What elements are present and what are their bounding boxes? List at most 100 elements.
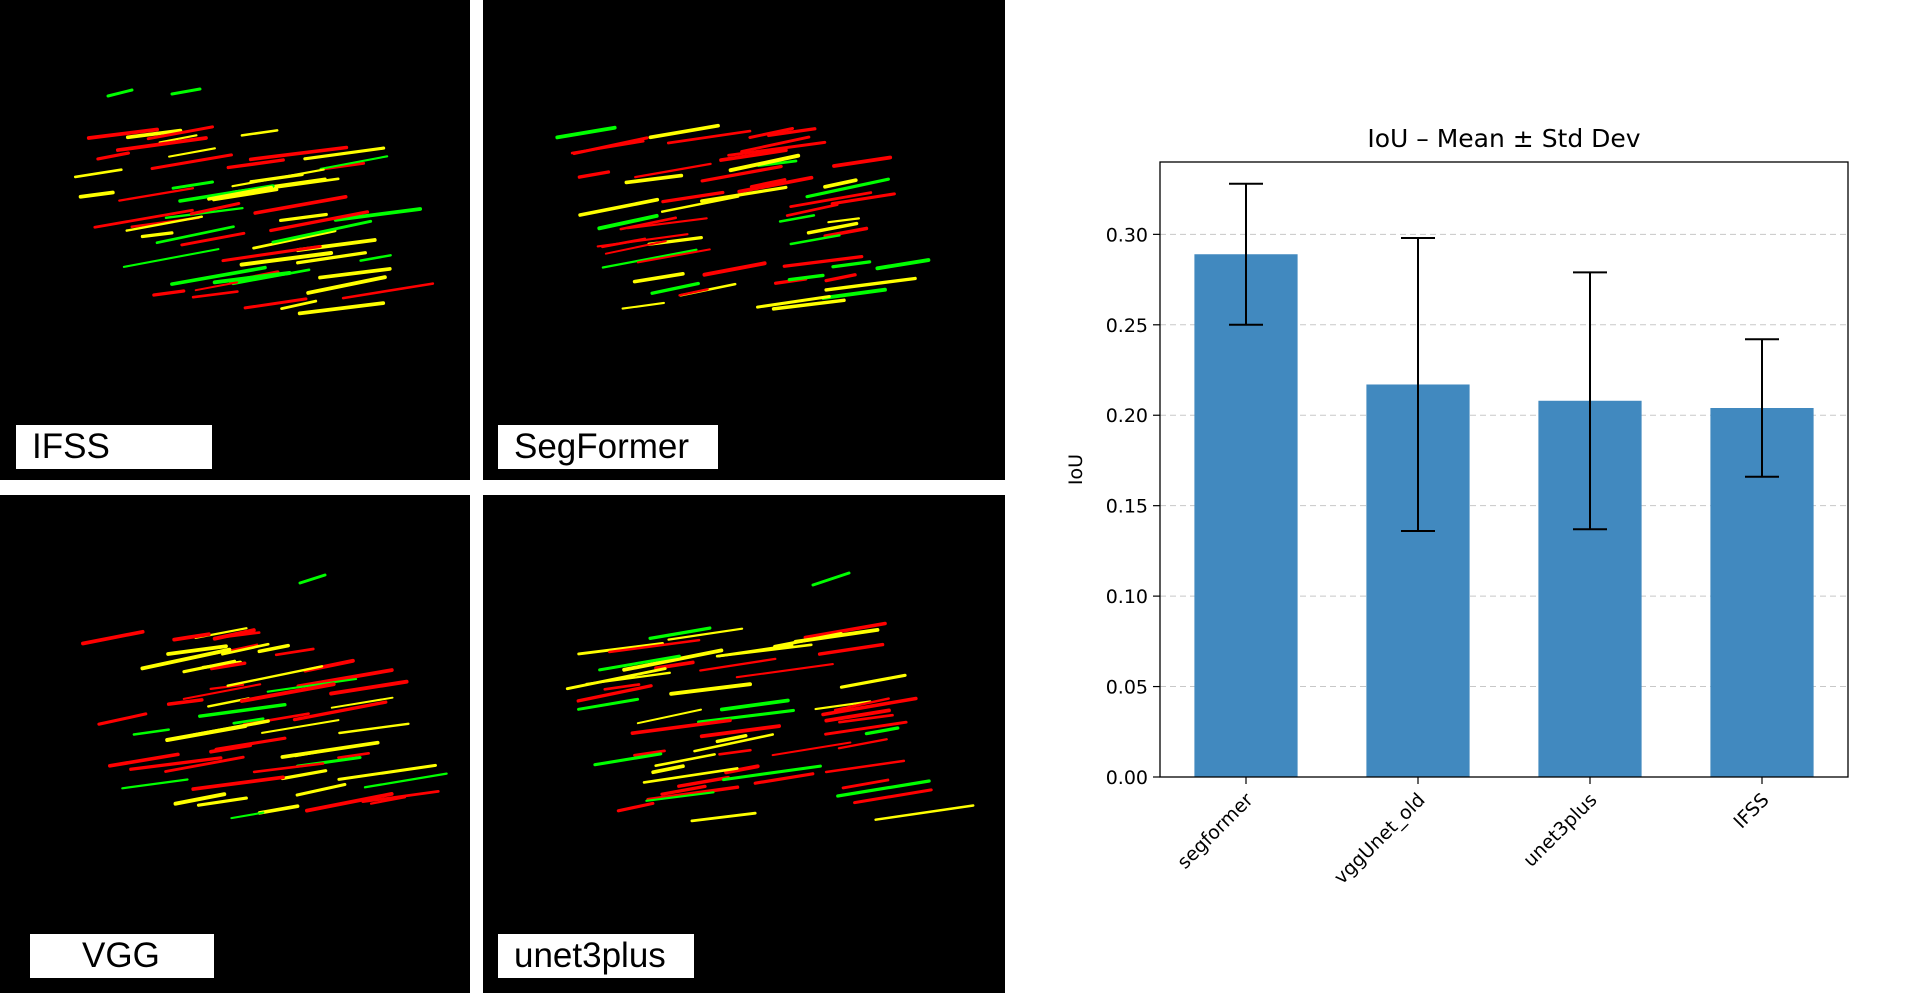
crack-segment — [833, 697, 890, 712]
y-tick-label: 0.05 — [1106, 677, 1148, 699]
crack-segment — [97, 712, 148, 726]
crack-segment — [318, 267, 392, 280]
crack-segment — [298, 573, 327, 585]
crack-segment — [296, 668, 394, 689]
crack-segment — [93, 208, 194, 229]
crack-segment — [337, 763, 437, 781]
crack-segment — [823, 178, 858, 189]
crack-segment — [767, 127, 817, 138]
crack-segment — [576, 684, 653, 703]
y-tick-label: 0.15 — [1106, 496, 1148, 518]
crack-segment — [830, 192, 896, 206]
chart-title: IoU – Mean ± Std Dev — [1367, 124, 1640, 153]
crack-segment — [650, 281, 700, 295]
crack-segment — [699, 724, 782, 739]
crack-segment — [252, 762, 325, 774]
crack-segment — [648, 626, 712, 641]
crack-segment — [642, 767, 739, 784]
crack-segment — [756, 295, 831, 309]
crack-segment — [337, 751, 370, 760]
crack-segment — [789, 234, 841, 246]
crack-segment — [239, 251, 334, 267]
crack-segment — [773, 632, 843, 648]
crack-segment — [231, 168, 325, 188]
crack-segment — [785, 203, 839, 217]
x-tick-label: IFSS — [1729, 789, 1773, 833]
crack-segment — [632, 271, 685, 284]
crack-segment — [173, 792, 227, 806]
crack-segment — [654, 753, 716, 768]
crack-segment — [824, 720, 908, 736]
y-tick-label: 0.10 — [1106, 586, 1148, 608]
crack-segment — [721, 764, 822, 782]
crack-segment — [168, 147, 216, 158]
crack-segment — [636, 708, 702, 725]
panel-label: unet3plus — [498, 934, 694, 978]
crack-segment — [727, 140, 827, 157]
crack-segment — [221, 642, 270, 656]
crack-segment — [333, 207, 423, 222]
crack-segment — [577, 642, 665, 656]
y-tick-label: 0.20 — [1106, 405, 1148, 427]
crack-segment — [239, 682, 336, 703]
crack-segment — [803, 621, 887, 640]
crack-segment — [240, 129, 279, 137]
crack-overlay — [81, 573, 448, 820]
crack-segment — [359, 254, 392, 262]
crack-segment — [294, 747, 342, 758]
crack-segment — [164, 206, 244, 219]
crack-segment — [152, 289, 186, 297]
crack-segment — [624, 173, 684, 185]
crack-segment — [295, 782, 347, 797]
crack-segment — [651, 764, 685, 775]
crack-segment — [735, 663, 834, 679]
crack-segment — [292, 700, 388, 722]
crack-segment — [666, 129, 752, 145]
crack-segment — [717, 643, 794, 658]
crack-segment — [748, 127, 794, 139]
crack-segment — [363, 772, 448, 789]
crack-segment — [839, 673, 907, 689]
crack-segment — [841, 778, 890, 790]
crack-segment — [737, 175, 814, 194]
crack-segment — [853, 788, 933, 805]
crack-segment — [596, 233, 689, 248]
crack-segment — [837, 738, 888, 750]
crack-segment — [209, 661, 247, 671]
crack-segment — [226, 665, 324, 687]
y-axis-label: IoU — [1065, 454, 1087, 485]
crack-overlay — [555, 123, 931, 311]
crack-segment — [108, 752, 180, 768]
crack-segment — [125, 128, 183, 140]
crack-overlay — [73, 87, 435, 316]
crack-segment — [194, 281, 239, 292]
crack-segment — [115, 136, 208, 152]
crack-segment — [821, 696, 918, 717]
crack-segment — [719, 698, 790, 712]
crack-segment — [677, 775, 730, 788]
crack-segment — [150, 153, 233, 171]
crack-segment — [297, 301, 386, 316]
crack-segment — [304, 791, 394, 813]
bar-segformer — [1194, 254, 1298, 777]
crack-segment — [329, 679, 409, 696]
crack-segment — [740, 135, 811, 153]
crack-segment — [125, 215, 204, 232]
crack-segment — [196, 796, 248, 807]
crack-segment — [782, 254, 864, 268]
crack-segment — [303, 146, 386, 161]
crack-segment — [874, 804, 975, 821]
crack-segment — [253, 195, 348, 215]
crack-segment — [604, 240, 667, 255]
crack-segment — [626, 217, 708, 230]
crack-segment — [73, 168, 123, 179]
plot-frame — [1159, 161, 1849, 778]
crack-segment — [836, 779, 931, 798]
crack-segment — [191, 290, 239, 299]
crack-segment — [634, 162, 712, 179]
crack-segment — [645, 791, 715, 802]
crack-segment — [598, 654, 681, 672]
crack-segment — [252, 229, 337, 250]
crack-segment — [330, 696, 394, 709]
crack-segment — [280, 299, 318, 311]
